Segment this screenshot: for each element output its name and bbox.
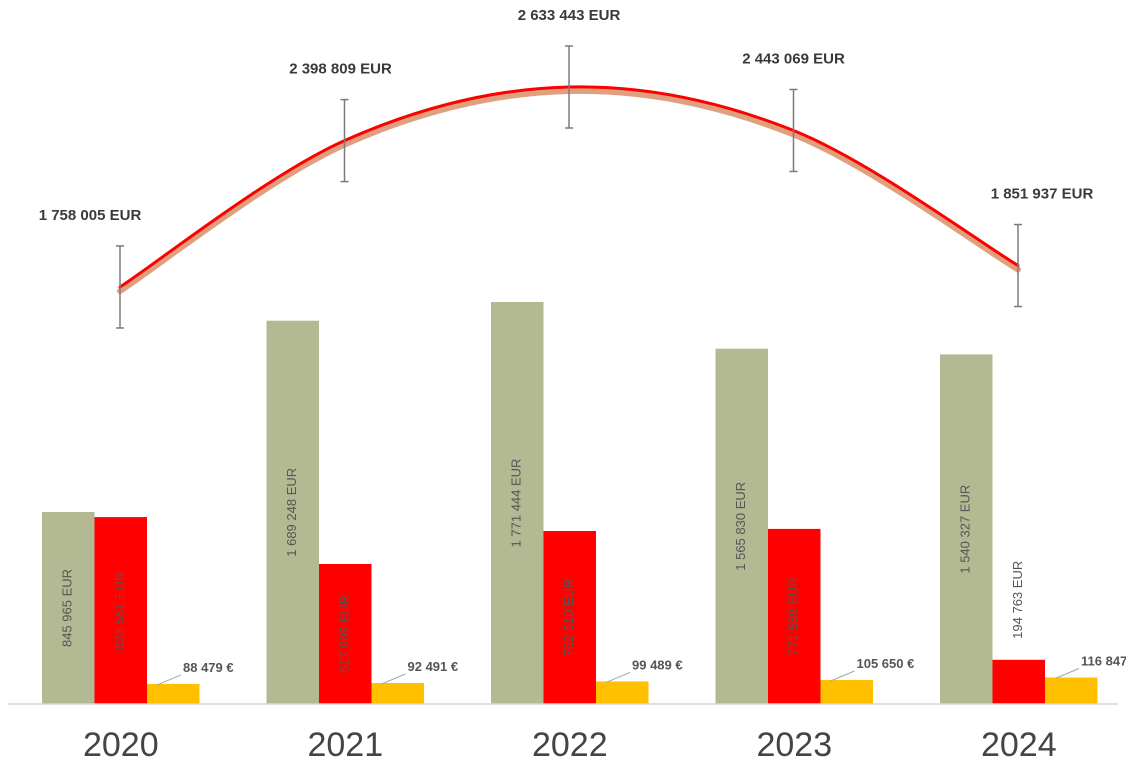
year-label-2021: 2021	[307, 726, 383, 760]
year-label-2023: 2023	[756, 726, 832, 760]
bar-value-label-s1: 194 763 EUR	[1010, 561, 1025, 639]
bar-s0-2021	[266, 320, 319, 704]
small-bar-value-label: 92 491 €	[408, 659, 459, 674]
small-bar-value-label: 105 650 €	[857, 656, 915, 671]
total-value-label: 2 398 809 EUR	[289, 61, 392, 78]
bars-layer	[42, 302, 1098, 704]
bar-s1-2021	[319, 564, 372, 704]
leader-line	[1054, 668, 1080, 679]
bar-s1-2024	[992, 659, 1045, 704]
bar-s0-2022	[491, 302, 544, 704]
total-value-label: 2 633 443 EUR	[518, 7, 621, 24]
bar-s2-2022	[596, 681, 649, 704]
trend-layer	[116, 45, 1022, 329]
bar-value-label-s0: 1 540 327 EUR	[958, 485, 973, 574]
bar-value-label-s1: 823 561 EUR	[112, 572, 127, 650]
bar-s1-2020	[94, 517, 147, 704]
bar-s2-2023	[820, 680, 873, 704]
bar-value-label-s1: 762 510 EUR	[561, 578, 576, 656]
leader-line	[381, 673, 406, 685]
small-bar-value-label: 88 479 €	[183, 660, 234, 675]
bar-value-label-s0: 1 771 444 EUR	[509, 459, 524, 548]
total-value-label: 1 758 005 EUR	[39, 207, 142, 224]
bar-s0-2024	[940, 354, 993, 704]
bar-s2-2020	[147, 683, 200, 704]
bar-s1-2022	[543, 531, 596, 704]
year-label-2024: 2024	[981, 726, 1057, 760]
bar-s0-2020	[42, 512, 95, 704]
labels-layer: 845 965 EUR 1 689 248 EUR 1 771 444 EUR 1 5…	[39, 7, 1126, 686]
bar-value-label-s1: 771 589 EUR	[786, 577, 801, 655]
leader-line	[830, 670, 855, 682]
small-bar-value-label: 99 489 €	[632, 657, 683, 672]
bar-value-label-s0: 1 565 830 EUR	[733, 482, 748, 571]
leader-line	[156, 674, 182, 686]
leader-line	[605, 671, 631, 683]
bar-value-label-s0: 845 965 EUR	[60, 569, 75, 647]
bar-value-label-s1: 617 009 EUR	[337, 595, 352, 673]
bar-s2-2024	[1045, 677, 1098, 704]
total-value-label: 1 851 937 EUR	[991, 186, 1094, 203]
bar-value-label-s0: 1 689 248 EUR	[284, 468, 299, 557]
bar-s2-2021	[371, 683, 424, 704]
year-label-2020: 2020	[83, 726, 159, 760]
small-bar-value-label: 116 847 €	[1081, 654, 1126, 669]
year-label-2022: 2022	[532, 726, 608, 760]
bar-s0-2023	[715, 348, 768, 704]
total-value-label: 2 443 069 EUR	[742, 51, 845, 68]
year-labels: 2020 2021 2022 2023 2024	[83, 726, 1057, 760]
bar-s1-2023	[768, 528, 821, 704]
